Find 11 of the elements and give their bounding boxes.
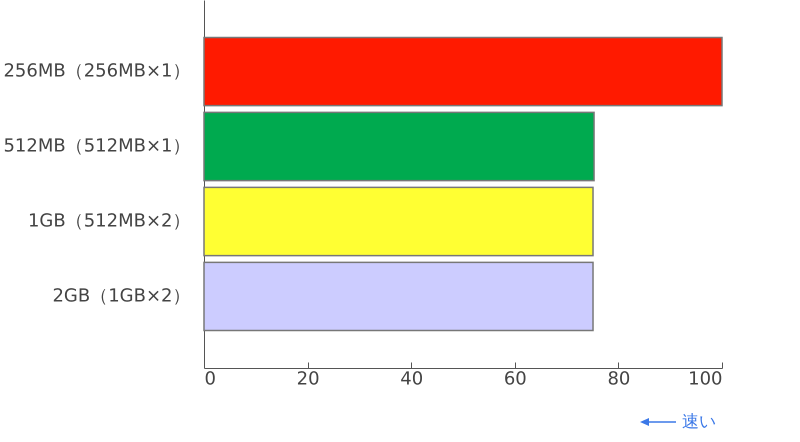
x-tick-label: 80 <box>607 368 630 390</box>
y-tick-label: 512MB（512MB×1） <box>3 136 190 157</box>
x-tick-label: 40 <box>400 368 424 390</box>
x-tick-label: 100 <box>688 368 722 390</box>
x-tick-label: 20 <box>296 368 320 390</box>
y-tick-label: 256MB（256MB×1） <box>3 60 190 82</box>
y-tick-label: 1GB（512MB×2） <box>28 210 190 232</box>
x-tick-label: 60 <box>504 368 527 390</box>
y-tick-label: 2GB（1GB×2） <box>52 285 190 306</box>
x-tick-label: 0 <box>204 368 216 390</box>
text: 速い <box>682 411 716 433</box>
